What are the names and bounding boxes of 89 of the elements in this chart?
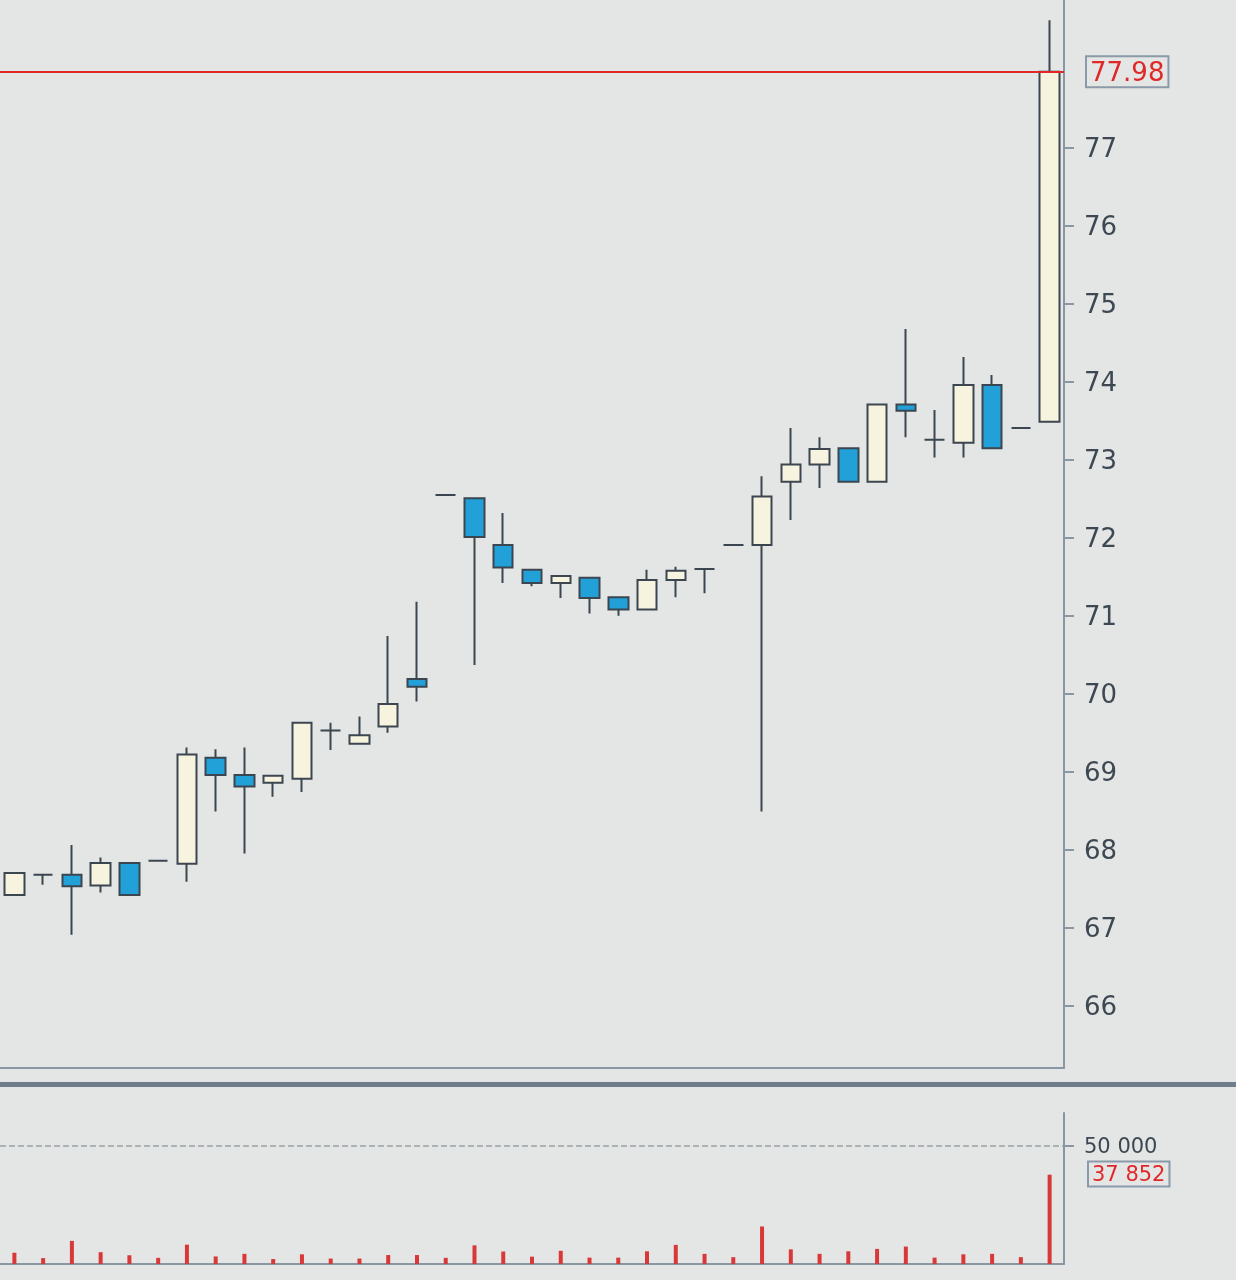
candlestick xyxy=(233,746,256,855)
candlestick xyxy=(837,447,860,483)
candlestick xyxy=(866,403,888,483)
candlestick xyxy=(550,575,572,599)
y-tick-label: 75 xyxy=(1084,289,1118,320)
bar xyxy=(760,1226,765,1264)
candlestick xyxy=(262,774,284,798)
candlestick xyxy=(751,475,773,813)
bar xyxy=(357,1258,362,1264)
bar xyxy=(731,1257,736,1264)
candlestick xyxy=(636,568,658,611)
bar xyxy=(846,1251,851,1264)
candlestick xyxy=(1010,426,1032,429)
bar xyxy=(501,1251,506,1264)
candlestick xyxy=(204,748,227,813)
bar xyxy=(328,1258,333,1264)
candlestick xyxy=(291,721,313,794)
candlestick xyxy=(89,856,112,894)
bar xyxy=(645,1251,650,1264)
bar xyxy=(443,1257,448,1264)
bar xyxy=(472,1245,477,1264)
candlestick xyxy=(521,568,543,588)
bar xyxy=(616,1257,621,1264)
bar xyxy=(702,1253,707,1264)
candlestick xyxy=(32,873,54,886)
y-tick-label: 50 000 xyxy=(1084,1134,1158,1159)
y-tick-label: 71 xyxy=(1084,600,1118,631)
candlestick xyxy=(780,426,802,521)
y-tick-label: 69 xyxy=(1084,756,1118,787)
bar xyxy=(156,1257,161,1264)
bar xyxy=(673,1244,678,1264)
candlestick xyxy=(981,373,1003,450)
candlestick xyxy=(348,715,371,745)
bar xyxy=(69,1240,74,1264)
candlestick xyxy=(895,327,917,439)
bar xyxy=(875,1248,880,1264)
candlestick xyxy=(118,861,141,896)
candlestick xyxy=(147,859,169,862)
bar xyxy=(932,1257,937,1264)
candlestick xyxy=(693,568,716,595)
bar xyxy=(12,1252,17,1264)
y-tick-label: 76 xyxy=(1084,211,1118,242)
text: 37 852 xyxy=(1092,1162,1166,1186)
bar xyxy=(1018,1257,1023,1264)
bar xyxy=(414,1255,419,1264)
bar xyxy=(98,1252,103,1264)
candlestick xyxy=(492,511,514,585)
candlestick xyxy=(176,746,198,883)
bar xyxy=(242,1253,247,1264)
bar xyxy=(1047,1174,1052,1264)
bar xyxy=(788,1249,793,1264)
bar xyxy=(299,1254,304,1264)
bar xyxy=(213,1256,218,1264)
candlestick xyxy=(377,635,399,734)
bar xyxy=(961,1254,966,1264)
ref-line-label: 77.98 xyxy=(1090,56,1165,87)
y-tick-label: 72 xyxy=(1084,522,1118,553)
y-tick-label: 70 xyxy=(1084,678,1118,709)
candlestick xyxy=(406,600,428,703)
y-tick-label: 74 xyxy=(1084,366,1118,397)
bar xyxy=(903,1246,908,1264)
y-tick-label: 68 xyxy=(1084,834,1118,865)
bar xyxy=(184,1244,189,1264)
candlestick xyxy=(463,497,486,666)
bar xyxy=(271,1259,276,1264)
bar xyxy=(817,1253,822,1264)
candlestick xyxy=(61,844,83,936)
candlestick xyxy=(434,494,457,497)
candlestick xyxy=(578,576,601,615)
candlestick xyxy=(722,543,745,546)
bar xyxy=(558,1250,563,1264)
y-tick-label: 66 xyxy=(1084,990,1118,1021)
bar xyxy=(587,1257,592,1264)
y-tick-label: 73 xyxy=(1084,444,1118,475)
candlestick xyxy=(607,596,630,617)
candlestick xyxy=(952,356,975,459)
candlestick xyxy=(1038,19,1061,423)
y-tick-label: 77 xyxy=(1084,133,1118,164)
bar xyxy=(127,1255,132,1264)
y-tick-label: 67 xyxy=(1084,912,1118,943)
bar xyxy=(386,1255,391,1264)
candlestick xyxy=(923,409,946,459)
bar xyxy=(990,1253,995,1264)
candlestick xyxy=(665,565,687,599)
candlestick xyxy=(319,721,342,751)
candlestick xyxy=(808,436,831,490)
candlestick xyxy=(3,872,26,896)
bar xyxy=(530,1256,534,1264)
bar xyxy=(41,1258,46,1264)
